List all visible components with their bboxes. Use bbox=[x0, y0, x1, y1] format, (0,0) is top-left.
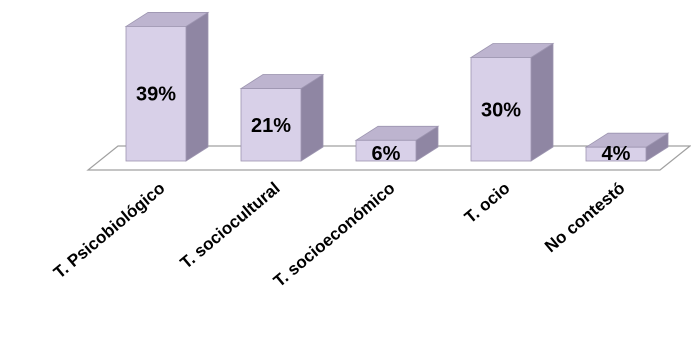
bar-2 bbox=[239, 73, 325, 162]
bar-front bbox=[355, 139, 417, 162]
bar-5 bbox=[584, 132, 670, 162]
data-label: 39% bbox=[136, 84, 176, 106]
bar-1 bbox=[124, 11, 210, 162]
category-label: T. Psicobiológico bbox=[50, 179, 169, 283]
bars-group: 39% 21% 6% 30% 4% bbox=[124, 11, 670, 165]
bar-side bbox=[530, 42, 554, 162]
bar-front bbox=[585, 146, 647, 162]
bar-side bbox=[300, 73, 324, 162]
data-label: 6% bbox=[372, 143, 401, 165]
category-label: No contestó bbox=[541, 179, 628, 257]
data-label: 21% bbox=[251, 115, 291, 137]
bar-front bbox=[240, 88, 302, 162]
data-label: 4% bbox=[602, 143, 631, 165]
bar-3 bbox=[354, 125, 440, 162]
data-label: 30% bbox=[481, 99, 521, 121]
category-label: T. ocio bbox=[461, 179, 514, 228]
bar-side bbox=[185, 11, 209, 162]
bar-4 bbox=[469, 42, 555, 162]
bar-front bbox=[125, 26, 187, 162]
bar-front bbox=[470, 57, 532, 162]
category-label: T. sociocultural bbox=[177, 179, 284, 273]
category-label: T. socioeconómico bbox=[270, 179, 399, 291]
